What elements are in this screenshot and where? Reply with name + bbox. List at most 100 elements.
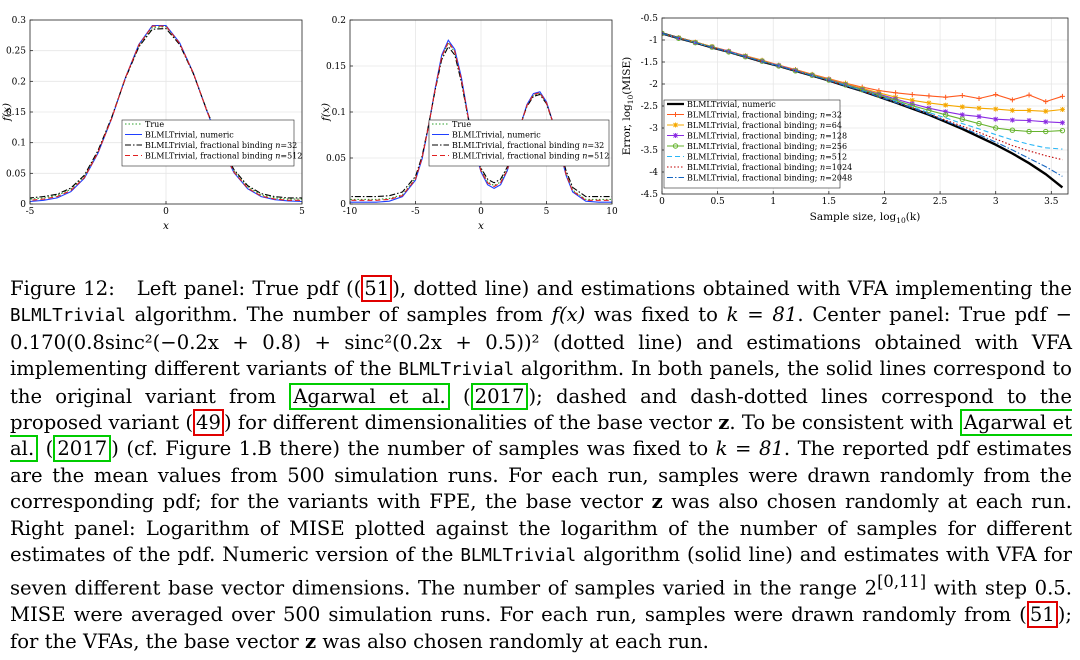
legend-marker [673,122,678,128]
y-tick-label: 0.15 [6,108,26,118]
x-tick-label: 0 [163,207,169,217]
grid [29,19,303,205]
x-tick-label: 0.5 [710,197,725,207]
series-marker-2 [959,92,965,98]
series-marker-5 [1009,127,1016,133]
series-marker-5 [992,125,999,131]
legend-entry: BLMLTrivial, numeric [452,131,541,140]
series-marker-2 [943,94,949,100]
y-tick-label: 0.3 [12,16,27,26]
series-group [30,24,302,203]
x-tick-label: 2 [882,197,888,207]
x-tick-label: 5 [544,207,550,217]
series-marker-3 [959,104,965,110]
citation-agarwal-name[interactable]: Agarwal et al. [10,409,1072,463]
x-tick-label: 10 [606,207,618,217]
x-tick-label: 0 [659,197,665,207]
series-marker-3 [943,102,949,108]
x-tick-label: 1.5 [822,197,837,207]
y-tick-label: 0.2 [332,16,346,26]
series-marker-4 [943,109,949,115]
x-tick-label: 2.5 [933,197,948,207]
series-marker-2 [926,93,932,99]
series-marker-4 [893,96,899,102]
series-marker-5 [1059,127,1066,134]
series-line-1 [30,26,302,200]
citation-agarwal-year[interactable]: 2017 [53,435,112,463]
series-marker-2 [1026,92,1032,98]
y-tick-label: 0.05 [326,154,346,164]
series-marker-3 [1026,107,1032,113]
y-tick-label: -4.5 [641,190,659,200]
legend-marker [673,112,678,117]
legend-entry: BLMLTrivial, fractional binding n=32 [452,141,604,150]
y-tick-label: -3.5 [641,146,659,156]
series-line-8 [662,32,1063,177]
center-panel-svg: -10 -5 0 5 10 0 0.05 0.1 0.15 0.2 x f(x) True BLMLTri… [320,16,618,232]
legend-entry: BLMLTrivial, fractional binding; n=2048 [687,174,852,183]
series-marker-2 [1043,99,1049,105]
series-marker-3 [1043,108,1049,114]
equation-ref-51[interactable]: 51 [361,275,393,302]
y-tick-label: -3 [649,124,658,134]
citation-agarwal-year[interactable]: 2017 [470,382,529,410]
y-tick-label: 0.05 [6,169,26,179]
legend-box [121,119,295,167]
y-tick-label: 0 [340,200,346,210]
x-tick-label: -5 [411,207,420,217]
series-marker-4 [959,112,965,118]
series-marker-5 [959,116,966,122]
legend-entry: BLMLTrivial, fractional binding; n=512 [687,153,847,162]
series-marker-4 [1009,117,1015,123]
y-tick-label: 0.2 [12,77,26,87]
series-marker-5 [742,54,749,60]
legend-marker [673,133,678,138]
series-marker-5 [1026,128,1032,135]
citation-agarwal-name[interactable]: Agarwal et al. [289,382,450,410]
equation-ref-51[interactable]: 51 [1026,601,1058,629]
legend-entry: BLMLTrivial, numeric [145,131,234,140]
legend-entry: BLMLTrivial, fractional binding n=512 [452,152,609,161]
series-line-4 [30,25,302,201]
y-tick-label: 0.15 [326,62,346,72]
grid [349,19,613,205]
legend-entry: BLMLTrivial, fractional binding n=32 [145,141,297,150]
series-line-7 [662,32,1063,161]
y-axis-label: f(x) [320,103,332,122]
y-tick-label: -2 [649,80,658,90]
y-tick-label: -4 [649,168,658,178]
figure-caption: Figure 12: Left panel: True pdf ((51), d… [10,275,1073,653]
series-marker-2 [993,92,999,98]
y-tick-label: -1 [649,36,658,46]
series-marker-5 [1043,128,1049,135]
x-tick-label: 5 [299,207,305,217]
x-axis-label: x [478,220,484,230]
equation-ref-49[interactable]: 49 [193,409,224,437]
y-tick-label: -2.5 [641,102,659,112]
x-tick-label: 3 [993,197,999,207]
series-marker-3 [976,105,982,111]
y-tick-label: -1.5 [641,58,659,68]
y-axis-label: f(x) [1,103,13,122]
algorithm-name: BLMLTrivial [10,306,126,327]
legend: BLMLTrivial, numeric BLMLTrivial, fractio… [663,99,852,189]
center-panel-chart: -10 -5 0 5 10 0 0.05 0.1 0.15 0.2 x f(x) True BLMLTri… [315,8,635,232]
y-tick-label: 0.1 [12,139,26,149]
x-tick-label: -10 [343,207,358,217]
legend-entry: BLMLTrivial, fractional binding; n=64 [687,121,842,130]
series-marker-4 [1043,119,1049,125]
series-marker-2 [909,92,915,98]
legend-entry: BLMLTrivial, fractional binding n=512 [145,152,302,161]
series-marker-3 [993,106,999,112]
algorithm-name: BLMLTrivial [398,360,515,381]
series-marker-3 [1059,107,1065,113]
series-marker-5 [942,112,949,118]
x-tick-label: 1 [770,197,776,207]
legend-entry: BLMLTrivial, fractional binding; n=256 [687,142,847,151]
y-axis-label: Error, log10(MISE) [621,57,635,155]
series-marker-2 [976,96,982,102]
legend-entry: True [145,120,164,129]
x-tick-label: -5 [26,207,35,217]
y-tick-label: 0 [20,200,26,210]
x-tick-label: 0 [478,207,484,217]
